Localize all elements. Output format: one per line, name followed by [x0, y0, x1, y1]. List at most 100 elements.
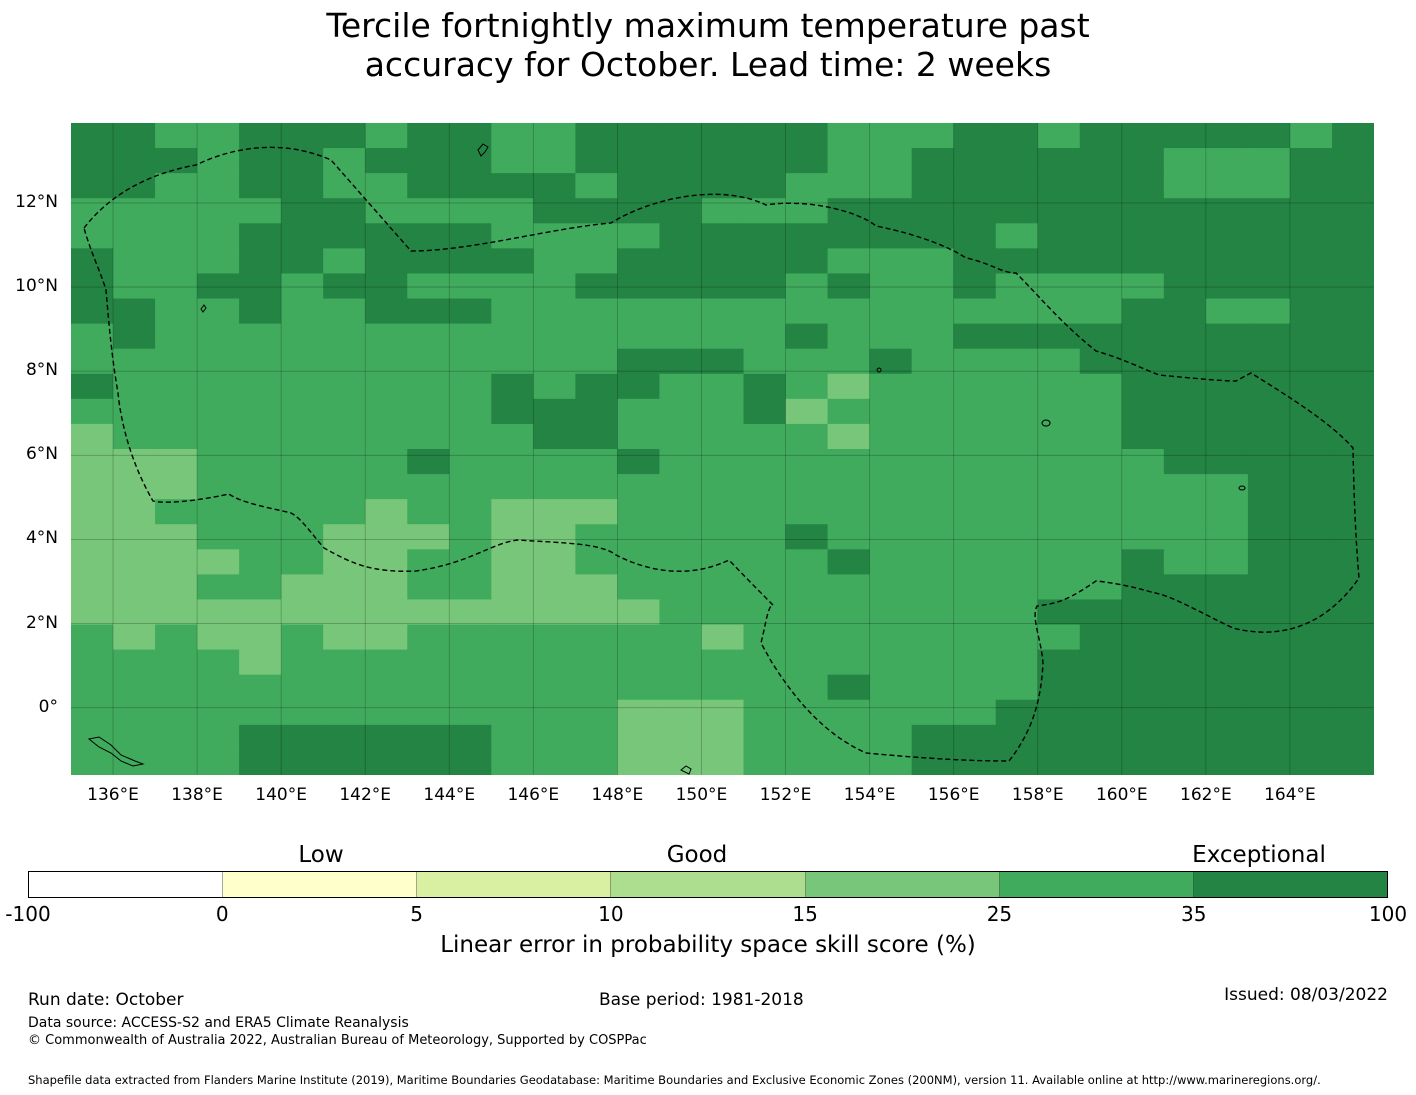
- grid-cell: [113, 348, 156, 375]
- grid-cell: [197, 373, 240, 400]
- grid-cell: [1205, 674, 1249, 701]
- grid-cell: [113, 148, 156, 174]
- grid-cell: [701, 699, 745, 726]
- grid-cell: [281, 123, 324, 149]
- colorbar-tick-label: 0: [215, 902, 229, 926]
- grid-cell: [365, 148, 408, 174]
- grid-cell: [785, 549, 829, 575]
- grid-cell: [1331, 173, 1374, 199]
- grid-cell: [407, 699, 450, 726]
- grid-cell: [1121, 123, 1165, 149]
- grid-cell: [1331, 599, 1374, 626]
- grid-cell: [1037, 323, 1081, 350]
- grid-cell: [1205, 248, 1249, 275]
- grid-cell: [659, 323, 703, 350]
- grid-cell: [785, 298, 829, 325]
- grid-cell: [827, 574, 871, 601]
- grid-cell: [1289, 599, 1333, 626]
- grid-cell: [869, 223, 913, 249]
- grid-cell: [743, 699, 787, 726]
- grid-cell: [659, 449, 703, 475]
- category-exceptional: Exceptional: [1192, 842, 1326, 868]
- grid-cell: [323, 423, 366, 450]
- grid-cell: [827, 499, 871, 525]
- grid-cell: [1037, 123, 1081, 149]
- grid-cell: [1121, 699, 1165, 726]
- grid-cell: [575, 624, 619, 651]
- grid-cell: [113, 499, 156, 525]
- grid-cell: [449, 649, 492, 676]
- grid-cell: [953, 749, 997, 775]
- skill-map: [71, 123, 1374, 775]
- grid-cell: [533, 599, 576, 626]
- grid-cell: [1205, 223, 1249, 249]
- grid-cell: [701, 373, 745, 400]
- grid-cell: [785, 499, 829, 525]
- grid-cell: [575, 148, 619, 174]
- grid-cell: [407, 223, 450, 249]
- grid-cell: [701, 524, 745, 550]
- grid-cell: [113, 574, 156, 601]
- grid-cell: [1037, 599, 1081, 626]
- grid-cell: [155, 223, 198, 249]
- colorbar-tick-label: 15: [792, 902, 818, 926]
- grid-cell: [953, 273, 997, 300]
- grid-cell: [113, 298, 156, 325]
- grid-cell: [1289, 549, 1333, 575]
- grid-cell: [617, 474, 661, 500]
- grid-cell: [155, 499, 198, 525]
- grid-cell: [281, 624, 324, 651]
- grid-cell: [995, 649, 1039, 676]
- grid-cell: [575, 423, 619, 450]
- grid-cell: [71, 423, 114, 450]
- grid-cell: [323, 123, 366, 149]
- grid-cell: [1121, 674, 1165, 701]
- longitude-label: 146°E: [507, 785, 560, 805]
- grid-cell: [71, 273, 114, 300]
- grid-cell: [155, 474, 198, 500]
- grid-cell: [827, 323, 871, 350]
- grid-cell: [701, 624, 745, 651]
- grid-cell: [785, 474, 829, 500]
- grid-cell: [785, 599, 829, 626]
- grid-cell: [701, 198, 745, 224]
- grid-cell: [1079, 749, 1123, 775]
- grid-cell: [281, 148, 324, 174]
- grid-cell: [995, 674, 1039, 701]
- data-source: Data source: ACCESS-S2 and ERA5 Climate …: [28, 1015, 409, 1031]
- shapefile-credit: Shapefile data extracted from Flanders M…: [28, 1073, 1321, 1087]
- grid-cell: [911, 624, 955, 651]
- grid-cell: [869, 198, 913, 224]
- grid-cell: [1037, 273, 1081, 300]
- grid-cell: [785, 699, 829, 726]
- grid-cell: [239, 423, 282, 450]
- grid-cell: [197, 699, 240, 726]
- eez-boundary: [83, 146, 1360, 762]
- grid-cell: [113, 273, 156, 300]
- grid-cell: [113, 248, 156, 275]
- grid-cell: [323, 298, 366, 325]
- grid-cell: [197, 749, 240, 775]
- grid-cell: [1247, 624, 1291, 651]
- grid-cell: [323, 674, 366, 701]
- colorbar-tick-label: 5: [410, 902, 423, 926]
- grid-cell: [1163, 524, 1207, 550]
- grid-cell: [449, 499, 492, 525]
- grid-cell: [239, 298, 282, 325]
- grid-cell: [1331, 148, 1374, 174]
- grid-cell: [911, 499, 955, 525]
- grid-cell: [1079, 724, 1123, 751]
- grid-cell: [1163, 173, 1207, 199]
- grid-cell: [407, 198, 450, 224]
- colorbar-tick-label: 35: [1180, 902, 1207, 926]
- grid-cell: [407, 649, 450, 676]
- grid-cell: [575, 348, 619, 375]
- grid-cell: [1079, 474, 1123, 500]
- grid-cell: [323, 474, 366, 500]
- grid-cell: [1331, 198, 1374, 224]
- grid-cell: [1205, 123, 1249, 149]
- grid-cell: [1163, 298, 1207, 325]
- grid-cell: [323, 524, 366, 550]
- grid-cell: [1331, 474, 1374, 500]
- grid-cell: [155, 398, 198, 425]
